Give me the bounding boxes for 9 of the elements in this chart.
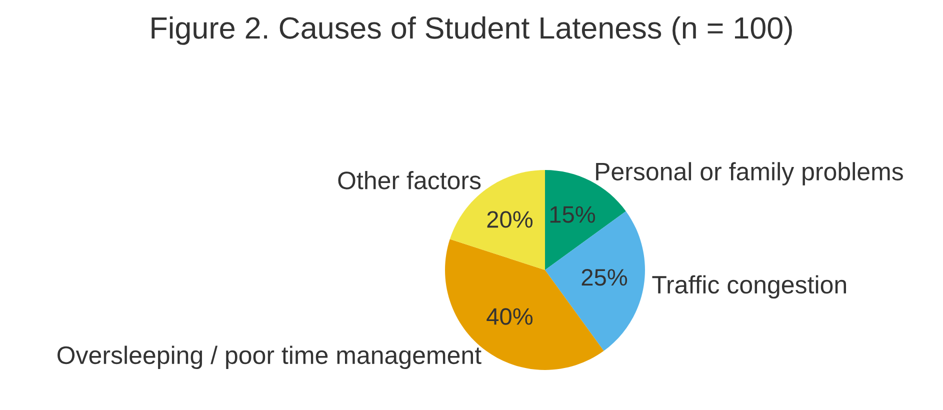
chart-title: Figure 2. Causes of Student Lateness (n = 100)	[152, 16, 792, 45]
slice-label: Other factors	[338, 170, 481, 190]
slice-label: Traffic congestion	[652, 275, 846, 299]
data-label: 20%	[487, 211, 533, 228]
data-label: 40%	[486, 308, 533, 325]
data-label: 25%	[582, 269, 628, 286]
slice-label: Personal or family problems	[596, 162, 903, 186]
data-label: 15%	[550, 206, 596, 223]
slice-label: Oversleeping / poor time management	[58, 346, 482, 370]
